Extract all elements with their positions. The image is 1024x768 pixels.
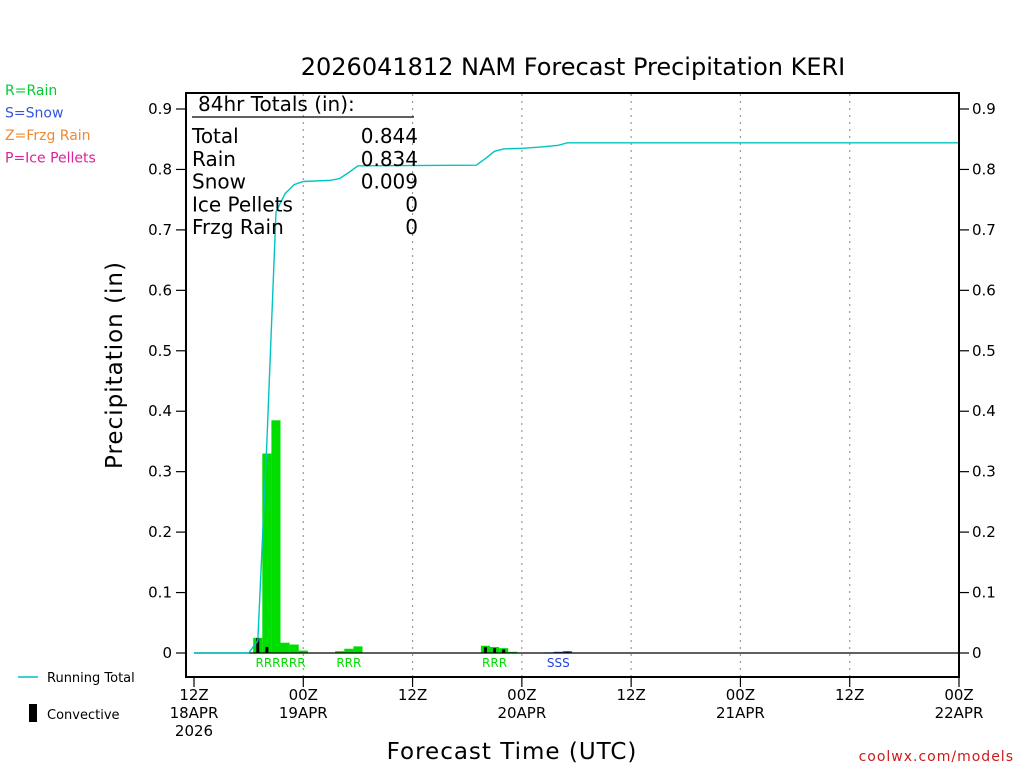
y-tick-label-right: 0.2 [972, 523, 996, 541]
rain-bar [271, 420, 281, 653]
source-credit: coolwx.com/models [859, 749, 1014, 765]
y-tick-label-right: 0.6 [972, 281, 996, 299]
y-tick-label: 0 [162, 644, 172, 662]
y-tick-label: 0.3 [148, 463, 172, 481]
y-tick-label: 0.9 [148, 100, 172, 118]
x-tick-label: 12Z [179, 686, 208, 704]
y-tick-label-right: 0.1 [972, 584, 996, 602]
totals-row-value: 0.834 [361, 147, 418, 171]
y-tick-label: 0.4 [148, 402, 172, 420]
totals-row-label: Rain [192, 147, 236, 171]
x-tick-label: 21APR [716, 704, 765, 722]
y-axis-label: Precipitation (in) [102, 261, 128, 469]
convective-legend-swatch [29, 704, 37, 722]
x-tick-label: 2026 [175, 722, 213, 740]
y-tick-label: 0.5 [148, 342, 172, 360]
precip-type-code: SSS [547, 656, 570, 670]
precip-key-item: Z=Frzg Rain [5, 128, 91, 144]
rain-bar [262, 453, 272, 653]
totals-row-value: 0.009 [361, 170, 418, 194]
x-tick-label: 19APR [279, 704, 328, 722]
x-tick-label: 12Z [835, 686, 864, 704]
totals-row-value: 0 [405, 192, 418, 216]
y-axis-left: 0 0.1 0.2 0.3 0.4 0.5 0.6 0.7 0.8 0.9 [148, 100, 186, 662]
precipitation-bars [253, 420, 572, 654]
totals-box: 84hr Totals (in): Total 0.844 Rain 0.834 Sno… [191, 92, 418, 239]
precip-key-item: S=Snow [5, 106, 63, 122]
y-tick-label: 0.7 [148, 221, 172, 239]
y-tick-label-right: 0.5 [972, 342, 996, 360]
precip-type-code: RRR [482, 656, 507, 670]
convective-bar [502, 649, 506, 653]
rain-bar [280, 642, 290, 653]
rain-bar [344, 648, 354, 653]
totals-header: 84hr Totals (in): [198, 92, 355, 116]
x-tick-label: 12Z [398, 686, 427, 704]
x-tick-label: 00Z [289, 686, 318, 704]
totals-row-label: Frzg Rain [192, 215, 284, 239]
precip-type-codes: RRRRRR RRR RRR SSS [256, 656, 570, 670]
totals-rows: Total 0.844 Rain 0.834 Snow 0.009 Ice Pellets 0… [191, 124, 418, 239]
precip-key-item: R=Rain [5, 83, 57, 99]
convective-bar [493, 648, 497, 653]
precip-type-key: R=Rain S=Snow Z=Frzg Rain P=Ice Pellets [5, 83, 96, 167]
chart-title: 2026041812 NAM Forecast Precipitation KE… [301, 53, 846, 81]
x-tick-label: 18APR [170, 704, 219, 722]
y-tick-label-right: 0.8 [972, 160, 996, 178]
running-total-line [194, 142, 959, 654]
y-tick-label-right: 0.3 [972, 463, 996, 481]
x-tick-label: 00Z [507, 686, 536, 704]
totals-row-label: Ice Pellets [192, 192, 293, 216]
totals-row-value: 0.844 [361, 124, 418, 148]
x-tick-label: 00Z [726, 686, 755, 704]
totals-row-value: 0 [405, 215, 418, 239]
x-tick-label: 00Z [944, 686, 973, 704]
snow-bar [553, 651, 563, 653]
y-tick-label-right: 0.9 [972, 100, 996, 118]
legend: Running Total Convective [18, 671, 135, 723]
plot-frame [185, 92, 960, 678]
precip-type-code: RRR [336, 656, 361, 670]
rain-bar [289, 644, 299, 653]
convective-bar [565, 651, 569, 653]
rain-bar [353, 646, 363, 653]
precip-type-code: RRRRRR [256, 656, 306, 670]
x-tick-label: 20APR [497, 704, 546, 722]
convective-bar [256, 637, 260, 653]
vertical-gridlines [302, 94, 851, 676]
running-total-series [194, 142, 959, 654]
x-axis-label: Forecast Time (UTC) [387, 739, 638, 765]
totals-row-label: Total [191, 124, 239, 148]
rain-bar [508, 651, 518, 653]
y-tick-label-right: 0.4 [972, 402, 996, 420]
y-tick-label: 0.2 [148, 523, 172, 541]
y-tick-label-right: 0 [972, 644, 982, 662]
convective-legend-label: Convective [47, 708, 120, 723]
y-tick-label: 0.8 [148, 160, 172, 178]
precip-key-item: P=Ice Pellets [5, 151, 96, 167]
running-total-legend-label: Running Total [47, 671, 135, 686]
totals-row-label: Snow [192, 170, 246, 194]
rain-bar [335, 651, 345, 653]
rain-bar [298, 650, 308, 653]
convective-bar [483, 646, 487, 653]
y-tick-label: 0.1 [148, 584, 172, 602]
x-tick-label: 22APR [935, 704, 984, 722]
convective-bar [265, 646, 269, 653]
y-tick-label: 0.6 [148, 281, 172, 299]
x-tick-label: 12Z [616, 686, 645, 704]
y-axis-right: 0 0.1 0.2 0.3 0.4 0.5 0.6 0.7 0.8 0.9 [959, 100, 996, 662]
y-tick-label-right: 0.7 [972, 221, 996, 239]
